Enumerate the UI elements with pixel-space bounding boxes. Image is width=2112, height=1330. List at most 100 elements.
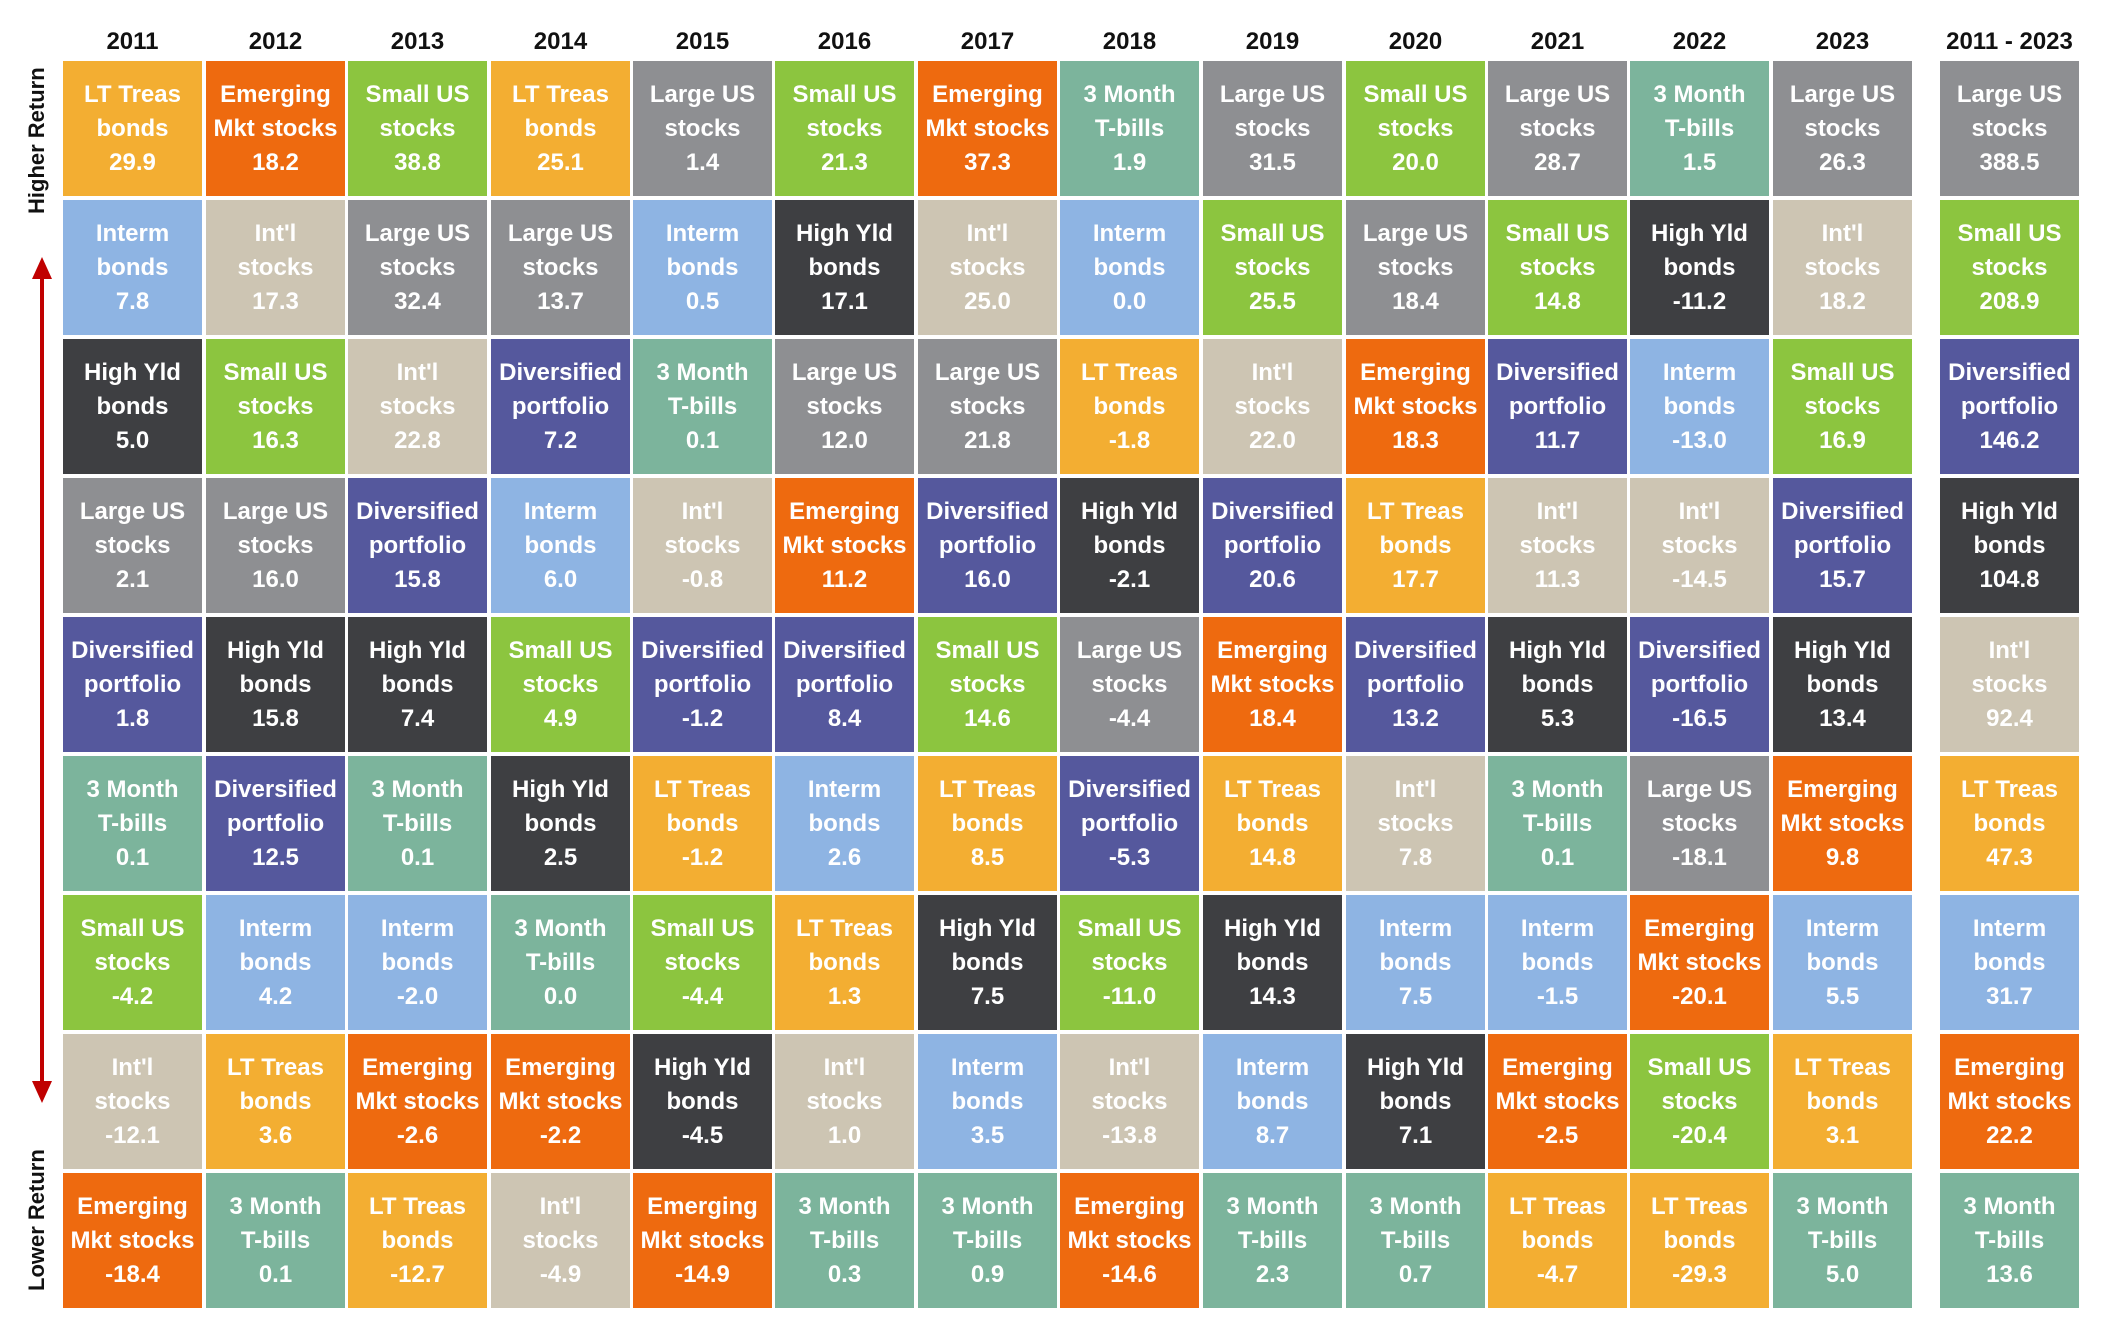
return-value: -1.2 xyxy=(681,704,724,732)
asset-label-line2: Mkt stocks xyxy=(782,531,907,559)
asset-label-line1: High Yld xyxy=(1509,636,1606,664)
asset-label-line1: Emerging xyxy=(932,80,1043,108)
asset-label-line1: Large US xyxy=(507,219,614,247)
return-value: 18.3 xyxy=(1392,426,1439,454)
return-cell: Diversified portfolio 8.4 xyxy=(775,617,914,752)
return-cell: LT Treas bonds 25.1 xyxy=(491,61,630,196)
return-cell: Small US stocks 25.5 xyxy=(1203,200,1342,335)
return-value: 12.0 xyxy=(821,426,868,454)
asset-label-line1: Interm xyxy=(1378,914,1453,942)
asset-label-line2: bonds xyxy=(1236,948,1309,976)
return-cell: Small US stocks 21.3 xyxy=(775,61,914,196)
asset-label-line2: Mkt stocks xyxy=(640,1226,765,1254)
return-cell: Small US stocks -11.0 xyxy=(1060,895,1199,1030)
return-cell: Large US stocks -18.1 xyxy=(1630,756,1769,891)
return-cell: LT Treas bonds -12.7 xyxy=(348,1173,487,1308)
asset-label-line1: Emerging xyxy=(789,497,900,525)
return-cell: Interm bonds 6.0 xyxy=(491,478,630,613)
return-value: 9.8 xyxy=(1825,843,1860,871)
asset-label-line2: bonds xyxy=(1806,1087,1879,1115)
return-value: -1.2 xyxy=(681,843,724,871)
return-cell: Small US stocks 20.0 xyxy=(1346,61,1485,196)
return-value: 8.5 xyxy=(970,843,1005,871)
asset-label-line1: High Yld xyxy=(939,914,1036,942)
asset-label-line1: Diversified xyxy=(1781,497,1904,525)
asset-label-line1: 3 Month xyxy=(371,775,464,803)
asset-label-line2: T-bills xyxy=(1974,1226,2045,1254)
return-cell: 3 Month T-bills 0.1 xyxy=(206,1173,345,1308)
asset-label-line2: stocks xyxy=(1661,809,1738,837)
return-cell: Interm bonds 8.7 xyxy=(1203,1034,1342,1169)
return-value: 25.0 xyxy=(964,287,1011,315)
return-cell: 3 Month T-bills 0.7 xyxy=(1346,1173,1485,1308)
asset-label-line1: LT Treas xyxy=(1651,1192,1748,1220)
return-cell: High Yld bonds 13.4 xyxy=(1773,617,1912,752)
asset-label-line1: Int'l xyxy=(966,219,1009,247)
return-cell: 3 Month T-bills 0.3 xyxy=(775,1173,914,1308)
asset-label-line2: stocks xyxy=(1661,531,1738,559)
return-cell: Emerging Mkt stocks -18.4 xyxy=(63,1173,202,1308)
return-value: -14.9 xyxy=(675,1260,730,1288)
asset-label-line2: stocks xyxy=(806,114,883,142)
return-value: 18.2 xyxy=(252,148,299,176)
asset-label-line1: Large US xyxy=(1789,80,1896,108)
return-value: 7.2 xyxy=(543,426,578,454)
return-value: 0.1 xyxy=(685,426,720,454)
return-cell: Large US stocks 28.7 xyxy=(1488,61,1627,196)
asset-label-line1: Small US xyxy=(1220,219,1325,247)
return-value: -18.4 xyxy=(105,1260,160,1288)
asset-label-line1: Int'l xyxy=(1536,497,1579,525)
asset-label-line2: bonds xyxy=(1806,670,1879,698)
asset-label-line1: Emerging xyxy=(1217,636,1328,664)
asset-label-line1: 3 Month xyxy=(1226,1192,1319,1220)
return-value: 31.5 xyxy=(1249,148,1296,176)
return-value: 25.5 xyxy=(1249,287,1296,315)
return-value: -0.8 xyxy=(681,565,724,593)
asset-label-line1: Diversified xyxy=(1354,636,1477,664)
return-value: 0.3 xyxy=(827,1260,862,1288)
return-value: 5.0 xyxy=(1825,1260,1860,1288)
column-header: 2018 xyxy=(1102,28,1157,55)
return-value: 8.7 xyxy=(1255,1121,1290,1149)
return-value: 1.8 xyxy=(115,704,150,732)
asset-label-line2: bonds xyxy=(1973,948,2046,976)
asset-label-line2: bonds xyxy=(951,1087,1024,1115)
asset-label-line1: 3 Month xyxy=(941,1192,1034,1220)
return-cell: Emerging Mkt stocks -2.6 xyxy=(348,1034,487,1169)
return-value: 38.8 xyxy=(394,148,441,176)
return-cell: Diversified portfolio 13.2 xyxy=(1346,617,1485,752)
return-value: -11.2 xyxy=(1672,287,1727,315)
return-value: -5.3 xyxy=(1108,843,1151,871)
asset-label-line1: Int'l xyxy=(539,1192,582,1220)
asset-label-line2: stocks xyxy=(1377,114,1454,142)
return-value: 3.1 xyxy=(1825,1121,1860,1149)
asset-label-line2: stocks xyxy=(94,531,171,559)
asset-label-line1: LT Treas xyxy=(1961,775,2058,803)
return-cell: 3 Month T-bills 0.1 xyxy=(63,756,202,891)
asset-label-line2: bonds xyxy=(524,809,597,837)
asset-label-line1: LT Treas xyxy=(1224,775,1321,803)
asset-label-line1: Emerging xyxy=(77,1192,188,1220)
asset-label-line1: Emerging xyxy=(1954,1053,2065,1081)
return-cell: Diversified portfolio -16.5 xyxy=(1630,617,1769,752)
asset-label-line1: Int'l xyxy=(823,1053,866,1081)
return-value: 14.6 xyxy=(964,704,1011,732)
return-value: 15.8 xyxy=(394,565,441,593)
return-cell: Large US stocks 26.3 xyxy=(1773,61,1912,196)
lower-return-label: Lower Return xyxy=(24,1149,49,1291)
return-value: 146.2 xyxy=(1979,426,2040,454)
return-value: 16.9 xyxy=(1819,426,1866,454)
asset-label-line1: Interm xyxy=(1520,914,1595,942)
return-cell: 3 Month T-bills 2.3 xyxy=(1203,1173,1342,1308)
asset-label-line2: portfolio xyxy=(1366,670,1465,698)
asset-label-line1: 3 Month xyxy=(1511,775,1604,803)
return-value: 5.0 xyxy=(115,426,150,454)
return-cell: Interm bonds -1.5 xyxy=(1488,895,1627,1030)
asset-label-line1: Int'l xyxy=(681,497,724,525)
asset-label-line2: bonds xyxy=(951,809,1024,837)
asset-label-line1: High Yld xyxy=(796,219,893,247)
asset-label-line2: stocks xyxy=(1971,253,2048,281)
asset-label-line2: portfolio xyxy=(1508,392,1607,420)
asset-label-line2: portfolio xyxy=(938,531,1037,559)
